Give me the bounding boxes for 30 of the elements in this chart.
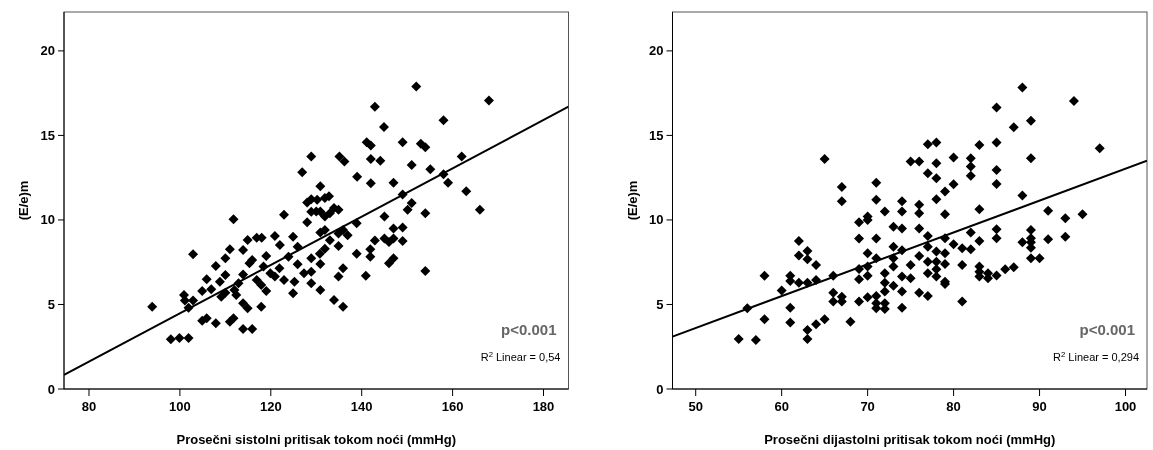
- y-tick-label: 15: [40, 127, 55, 143]
- x-tick-label: 100: [1114, 399, 1137, 414]
- x-tick-label: 80: [81, 399, 97, 414]
- x-tick-label: 70: [860, 399, 875, 414]
- y-tick-label: 5: [656, 297, 664, 313]
- x-tick-label: 60: [774, 399, 789, 414]
- y-tick-label: 20: [40, 43, 55, 59]
- x-tick-label: 100: [169, 399, 191, 414]
- x-tick-label: 80: [946, 399, 961, 414]
- x-tick-label: 120: [259, 399, 282, 414]
- y-tick-label: 10: [40, 212, 55, 228]
- y-axis-title: (E/e)m: [16, 180, 31, 221]
- x-tick-label: 180: [532, 399, 555, 414]
- y-tick-label: 5: [47, 297, 55, 313]
- x-axis-title: Prosečni sistolni pritisak tokom noći (mmHg): [176, 432, 457, 447]
- y-tick-label: 20: [649, 43, 664, 59]
- x-tick-label: 160: [441, 399, 464, 414]
- annotation: R$^{2}$ Linear = 0,294: [1053, 349, 1139, 363]
- annotation: p<0.001: [501, 321, 557, 338]
- annotation: p<0.001: [1079, 321, 1135, 338]
- y-tick-label: 0: [656, 381, 664, 397]
- y-axis-title: (E/e)m: [624, 180, 640, 221]
- x-tick-label: 140: [350, 399, 373, 414]
- y-tick-label: 10: [649, 212, 664, 228]
- y-tick-label: 0: [47, 381, 55, 397]
- x-tick-label: 50: [688, 399, 703, 414]
- annotation: R$^{2}$ Linear = 0,54: [480, 349, 561, 363]
- x-tick-label: 90: [1032, 399, 1047, 414]
- y-tick-label: 15: [649, 127, 664, 143]
- x-axis-title: Prosečni dijastolni pritisak tokom noći (mmHg): [764, 432, 1056, 447]
